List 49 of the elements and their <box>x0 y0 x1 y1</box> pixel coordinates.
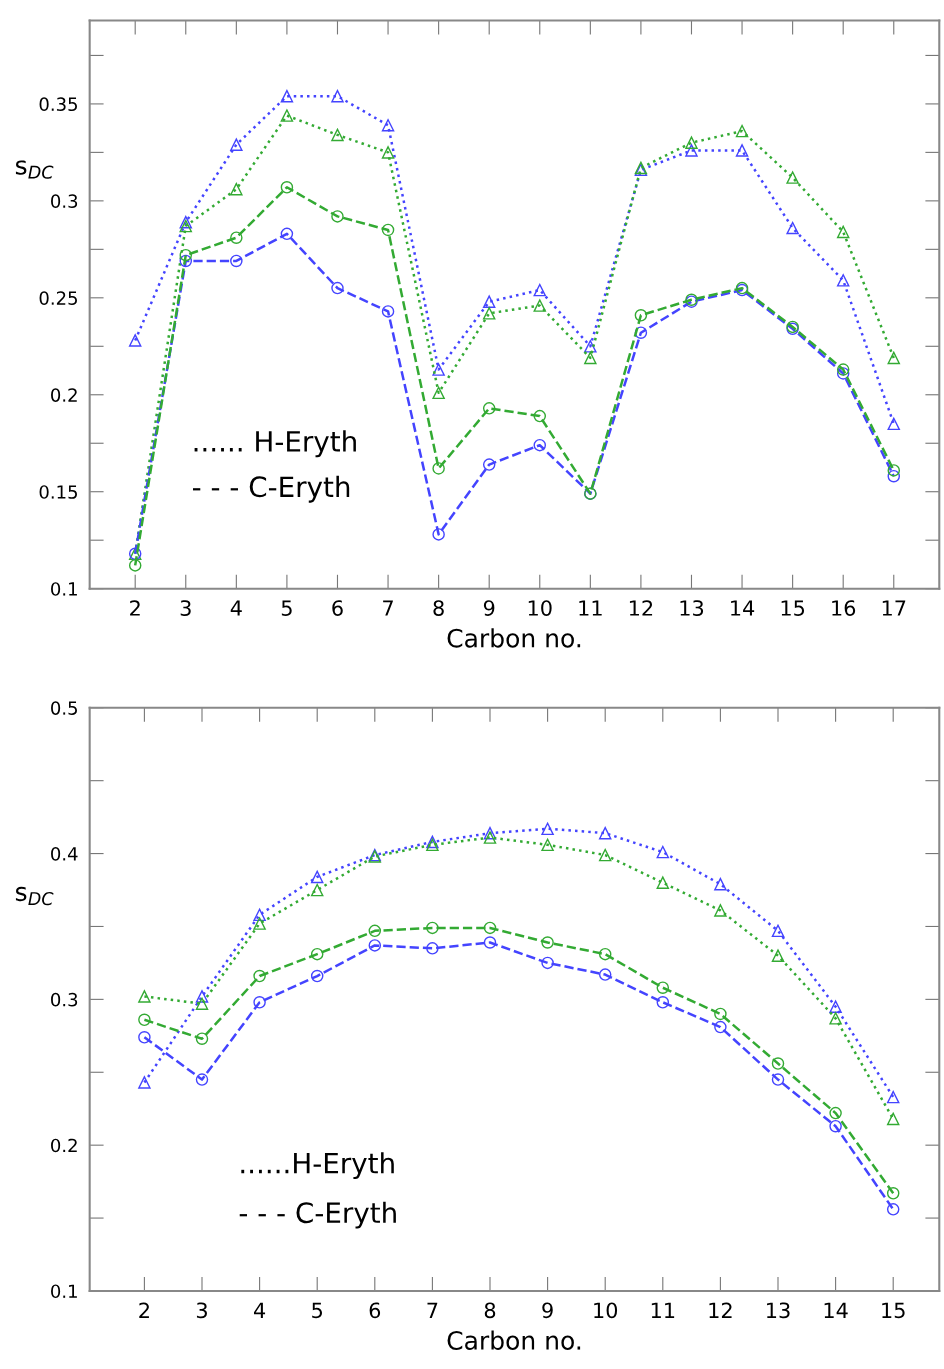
y-tick-label: 0.25 <box>39 291 77 305</box>
x-tick-label: 5 <box>281 600 292 616</box>
x-tick-label: 2 <box>130 600 140 616</box>
annotation: - - - C-Eryth <box>192 475 350 503</box>
y-tick-label: 0.3 <box>51 194 78 208</box>
x-tick-label: 8 <box>433 600 444 616</box>
y-tick-label: 0.1 <box>51 582 77 596</box>
x-tick-label: 15 <box>882 1302 905 1319</box>
x-tick-label: 3 <box>180 600 191 616</box>
y-tick-label: 0.35 <box>39 97 77 112</box>
y-tick-label: 0.3 <box>51 992 78 1007</box>
x-tick-label: 14 <box>824 1302 848 1318</box>
x-tick-label: 11 <box>651 1302 675 1318</box>
x-tick-label: 17 <box>882 600 906 616</box>
x-tick-label: 7 <box>427 1302 438 1318</box>
x-axis-title: Carbon no. <box>447 1330 581 1350</box>
annotation: - - - C-Eryth <box>239 1201 396 1229</box>
x-tick-label: 13 <box>767 1302 790 1319</box>
y-tick-label: 0.2 <box>51 388 77 402</box>
x-tick-label: 11 <box>579 600 602 616</box>
x-tick-label: 8 <box>484 1302 496 1319</box>
y-tick-label: 0.4 <box>51 847 78 861</box>
x-tick-label: 16 <box>832 600 856 616</box>
annotation: ...... H-Eryth <box>194 430 356 458</box>
x-tick-label: 13 <box>680 600 704 616</box>
x-tick-label: 15 <box>781 600 805 616</box>
x-tick-label: 10 <box>528 600 552 616</box>
x-axis-title: Carbon no. <box>447 628 581 648</box>
x-tick-label: 9 <box>483 600 495 616</box>
x-tick-label: 7 <box>383 600 393 616</box>
x-tick-label: 6 <box>369 1302 381 1319</box>
y-axis-title: s$_{DC}$ <box>15 160 54 179</box>
y-tick-label: 0.2 <box>51 1138 77 1153</box>
x-tick-label: 4 <box>230 600 242 616</box>
x-tick-label: 2 <box>139 1302 149 1318</box>
y-tick-label: 0.1 <box>51 1284 77 1299</box>
y-tick-label: 0.5 <box>51 701 77 715</box>
x-tick-label: 9 <box>542 1302 553 1319</box>
x-tick-label: 12 <box>709 1302 732 1318</box>
x-tick-label: 4 <box>253 1302 266 1318</box>
x-tick-label: 12 <box>629 600 653 616</box>
x-tick-label: 3 <box>196 1302 207 1319</box>
y-tick-label: 0.15 <box>39 485 77 499</box>
y-axis-title: s$_{DC}$ <box>15 886 54 906</box>
x-tick-label: 6 <box>332 600 343 616</box>
x-tick-label: 10 <box>594 1302 618 1319</box>
x-tick-label: 5 <box>312 1302 323 1319</box>
annotation: ......H-Eryth <box>241 1152 394 1180</box>
x-tick-label: 14 <box>731 600 755 616</box>
